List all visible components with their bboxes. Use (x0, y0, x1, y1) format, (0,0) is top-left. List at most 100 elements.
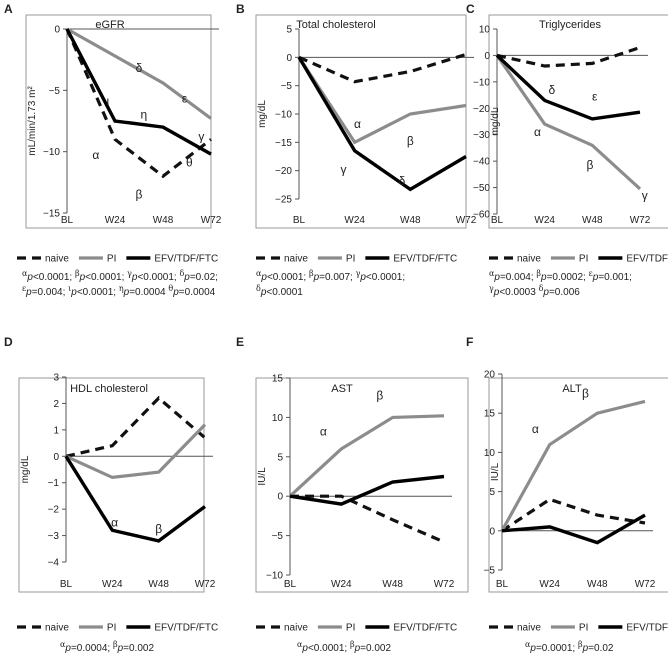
y-tick-label: −2 (48, 505, 60, 516)
x-tick-label: W72 (456, 215, 477, 226)
annotation-label: ι (106, 94, 109, 108)
legend-label: PI (346, 254, 355, 265)
legend: naive PI EFV/TDF/FTC (17, 254, 218, 265)
chart-title: Triglycerides (539, 19, 601, 31)
chart-title: ALT (562, 383, 582, 395)
y-tick-label: −10 (266, 571, 283, 582)
y-tick-label: 10 (479, 25, 491, 36)
y-axis-label: mg/dL (257, 100, 268, 128)
annotation-label: α (320, 425, 327, 439)
annotation-label: β (586, 158, 593, 172)
legend: naive PI EFV/TDF/FTC (489, 623, 668, 634)
legend-label: naive (517, 623, 541, 634)
panel-letter: A (4, 2, 13, 16)
legend-label: PI (107, 623, 116, 634)
y-tick-label: −10 (43, 147, 60, 158)
series-line-naive (65, 395, 207, 458)
y-tick-label: 5 (286, 25, 292, 36)
y-tick-label: 0 (277, 492, 283, 503)
y-tick-label: −15 (275, 138, 292, 149)
series-line-efv-tdf-ftc (65, 28, 212, 156)
plot-frame (25, 14, 212, 229)
annotation-label: ε (182, 92, 188, 106)
panel-c: C Triglycerides 10 0 −10 −20 −30 −40 −50 −60 BL W24… (466, 2, 668, 298)
x-tick-label: W48 (382, 579, 403, 590)
series-line-efv-tdf-ftc (297, 56, 467, 192)
plot-frame (488, 14, 668, 229)
legend: naive PI EFV/TDF/FTC (256, 254, 457, 265)
panel-letter: C (466, 2, 475, 16)
y-tick-label: 0 (286, 53, 292, 64)
annotation-label: δ (136, 61, 143, 75)
series-line-pi (500, 399, 646, 532)
legend-label: EFV/TDF/FTC (626, 254, 668, 265)
y-tick-label: −5 (484, 566, 496, 577)
p-value-note: αp=0.0004; βp=0.002 (60, 640, 154, 654)
series-line-pi (297, 56, 467, 145)
legend-label: naive (45, 254, 69, 265)
y-tick-label: −3 (48, 531, 60, 542)
x-tick-label: W24 (344, 215, 365, 226)
legend-label: naive (517, 254, 541, 265)
y-tick-label: −5 (272, 531, 284, 542)
y-axis-label: mL/min/1.73 m² (27, 86, 38, 156)
x-tick-label: W72 (195, 579, 216, 590)
legend-label: EFV/TDF/FTC (154, 623, 218, 634)
annotation-label: γ (198, 130, 204, 144)
y-tick-label: 15 (272, 374, 284, 385)
series-line-pi (495, 54, 642, 191)
y-tick-label: −25 (275, 195, 292, 206)
legend: naive PI EFV/TDF/FTC (17, 623, 218, 634)
p-value-note: γp<0.0003 δp=0.006 (489, 284, 580, 298)
annotation-label: δ (548, 83, 555, 97)
p-value-note: δp<0.0001 (256, 284, 303, 298)
y-tick-label: −15 (43, 209, 60, 220)
y-tick-label: −20 (473, 104, 490, 115)
series-line-efv-tdf-ftc (495, 54, 641, 121)
x-tick-label: BL (293, 215, 306, 226)
p-value-note: αp<0.0001; βp=0.007; γp<0.0001; (256, 269, 405, 283)
annotation-label: η (140, 108, 147, 122)
y-tick-label: 1 (53, 425, 59, 436)
annotation-label: α (354, 117, 361, 131)
annotation-label: β (136, 187, 143, 201)
y-axis-label: mg/dL (490, 107, 501, 135)
series-line-naive (298, 52, 467, 84)
legend-label: PI (346, 623, 355, 634)
y-axis-label: IU/L (257, 467, 268, 486)
p-value-note: αp=0.0001; βp=0.02 (525, 640, 614, 654)
y-tick-label: −5 (281, 81, 293, 92)
series-line-efv-tdf-ftc (501, 513, 646, 545)
legend-label: PI (107, 254, 116, 265)
y-tick-label: −10 (473, 77, 490, 88)
y-tick-label: 5 (489, 487, 495, 498)
x-tick-label: BL (60, 579, 73, 590)
p-value-note: αp=0.004; βp=0.0002; εp=0.001; (489, 269, 632, 283)
legend-label: PI (579, 254, 588, 265)
y-axis-label: mg/dL (20, 455, 31, 483)
y-tick-label: 20 (484, 370, 496, 381)
x-tick-label: W72 (630, 215, 651, 226)
series-line-naive (65, 28, 212, 179)
legend: naive PI EFV/TDF/FTC (489, 254, 668, 265)
p-value-note: αp<0.0001; βp<0.0001; γp<0.0001; δp=0.02… (22, 269, 218, 283)
p-value-note: αp<0.0001; βp=0.002 (297, 640, 391, 654)
series-line-pi (65, 423, 207, 480)
x-tick-label: W48 (148, 579, 169, 590)
chart-title: eGFR (95, 19, 124, 31)
legend-label: EFV/TDF/FTC (393, 254, 457, 265)
x-tick-label: W48 (582, 215, 603, 226)
panel-letter: E (236, 335, 244, 349)
annotation-label: ε (592, 89, 598, 103)
series-line-efv-tdf-ftc (64, 455, 207, 543)
legend-label: EFV/TDF/FTC (154, 254, 218, 265)
y-tick-label: −50 (473, 183, 490, 194)
y-tick-label: 0 (484, 51, 490, 62)
chart-title: AST (331, 383, 353, 395)
series-line-naive (290, 494, 445, 544)
series-line-pi (288, 414, 445, 498)
